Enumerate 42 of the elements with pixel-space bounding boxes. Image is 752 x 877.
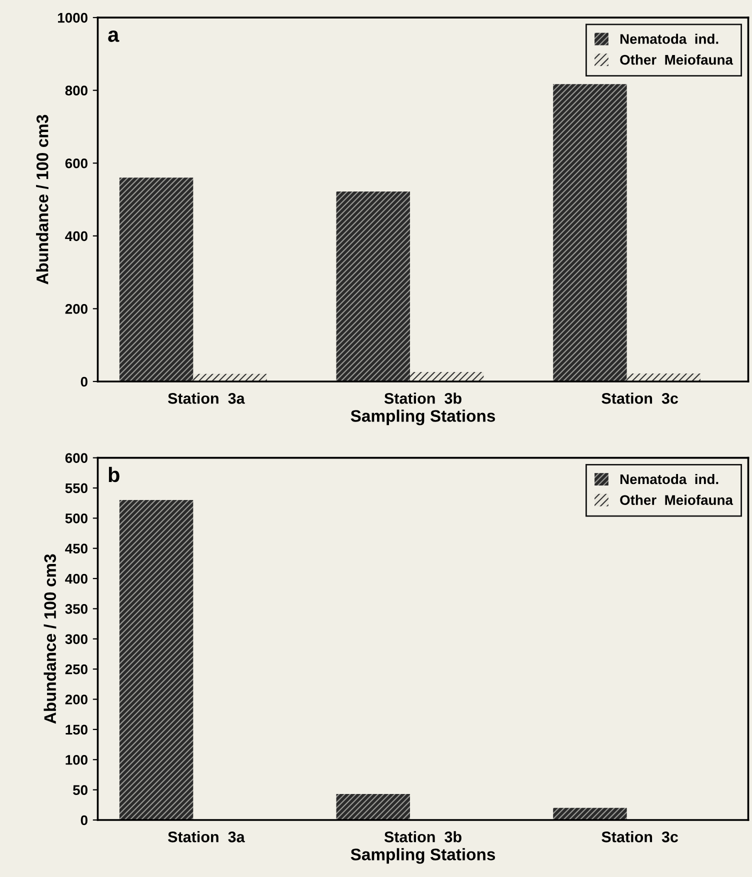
x-tick-label: Station 3c <box>602 831 678 842</box>
y-tick-label: 500 <box>65 513 88 524</box>
bar <box>410 372 484 382</box>
y-tick-label: 1000 <box>58 12 88 23</box>
legend-label: Nematoda ind. <box>620 474 718 484</box>
x-tick-label: Station 3b <box>384 831 462 842</box>
annotation: b <box>108 466 120 482</box>
x-tick-label: Station 3a <box>168 392 245 404</box>
legend-label: Other Meiofauna <box>620 494 734 505</box>
y-tick-label: 0 <box>80 815 88 826</box>
y-tick-label: 600 <box>65 453 88 463</box>
y-axis-title: Abundance / 100 cm3 <box>36 114 48 284</box>
y-tick-label: 400 <box>65 231 88 242</box>
y-tick-label: 200 <box>65 304 88 314</box>
y-tick-label: 200 <box>65 694 88 704</box>
x-axis-title: Sampling Stations <box>350 848 496 864</box>
x-tick-label: Station 3c <box>602 392 678 404</box>
y-tick-label: 150 <box>66 724 88 735</box>
legend-label: Nematoda ind. <box>620 34 718 44</box>
y-tick-label: 250 <box>65 664 88 674</box>
bar <box>553 84 627 382</box>
y-tick-label: 0 <box>80 376 88 387</box>
y-tick-label: 100 <box>66 754 88 765</box>
y-axis-title: Abundance / 100 cm3 <box>44 554 56 724</box>
annotation: a <box>108 30 120 42</box>
y-tick-label: 50 <box>73 785 88 795</box>
y-tick-label: 300 <box>65 634 88 644</box>
x-tick-label: Station 3b <box>384 392 462 404</box>
y-tick-label: 400 <box>65 574 88 584</box>
bar <box>553 808 627 820</box>
bar <box>119 500 194 820</box>
y-tick-label: 550 <box>65 483 88 494</box>
y-tick-label: 350 <box>65 604 88 614</box>
legend-label: Other Meiofauna <box>620 54 734 65</box>
bar <box>336 192 410 382</box>
bar <box>119 178 194 382</box>
bar <box>336 794 410 820</box>
y-tick-label: 450 <box>65 544 88 554</box>
x-axis-title: Sampling Stations <box>350 410 496 426</box>
y-tick-label: 600 <box>65 158 88 168</box>
y-tick-label: 800 <box>65 86 88 96</box>
x-tick-label: Station 3a <box>168 831 245 842</box>
